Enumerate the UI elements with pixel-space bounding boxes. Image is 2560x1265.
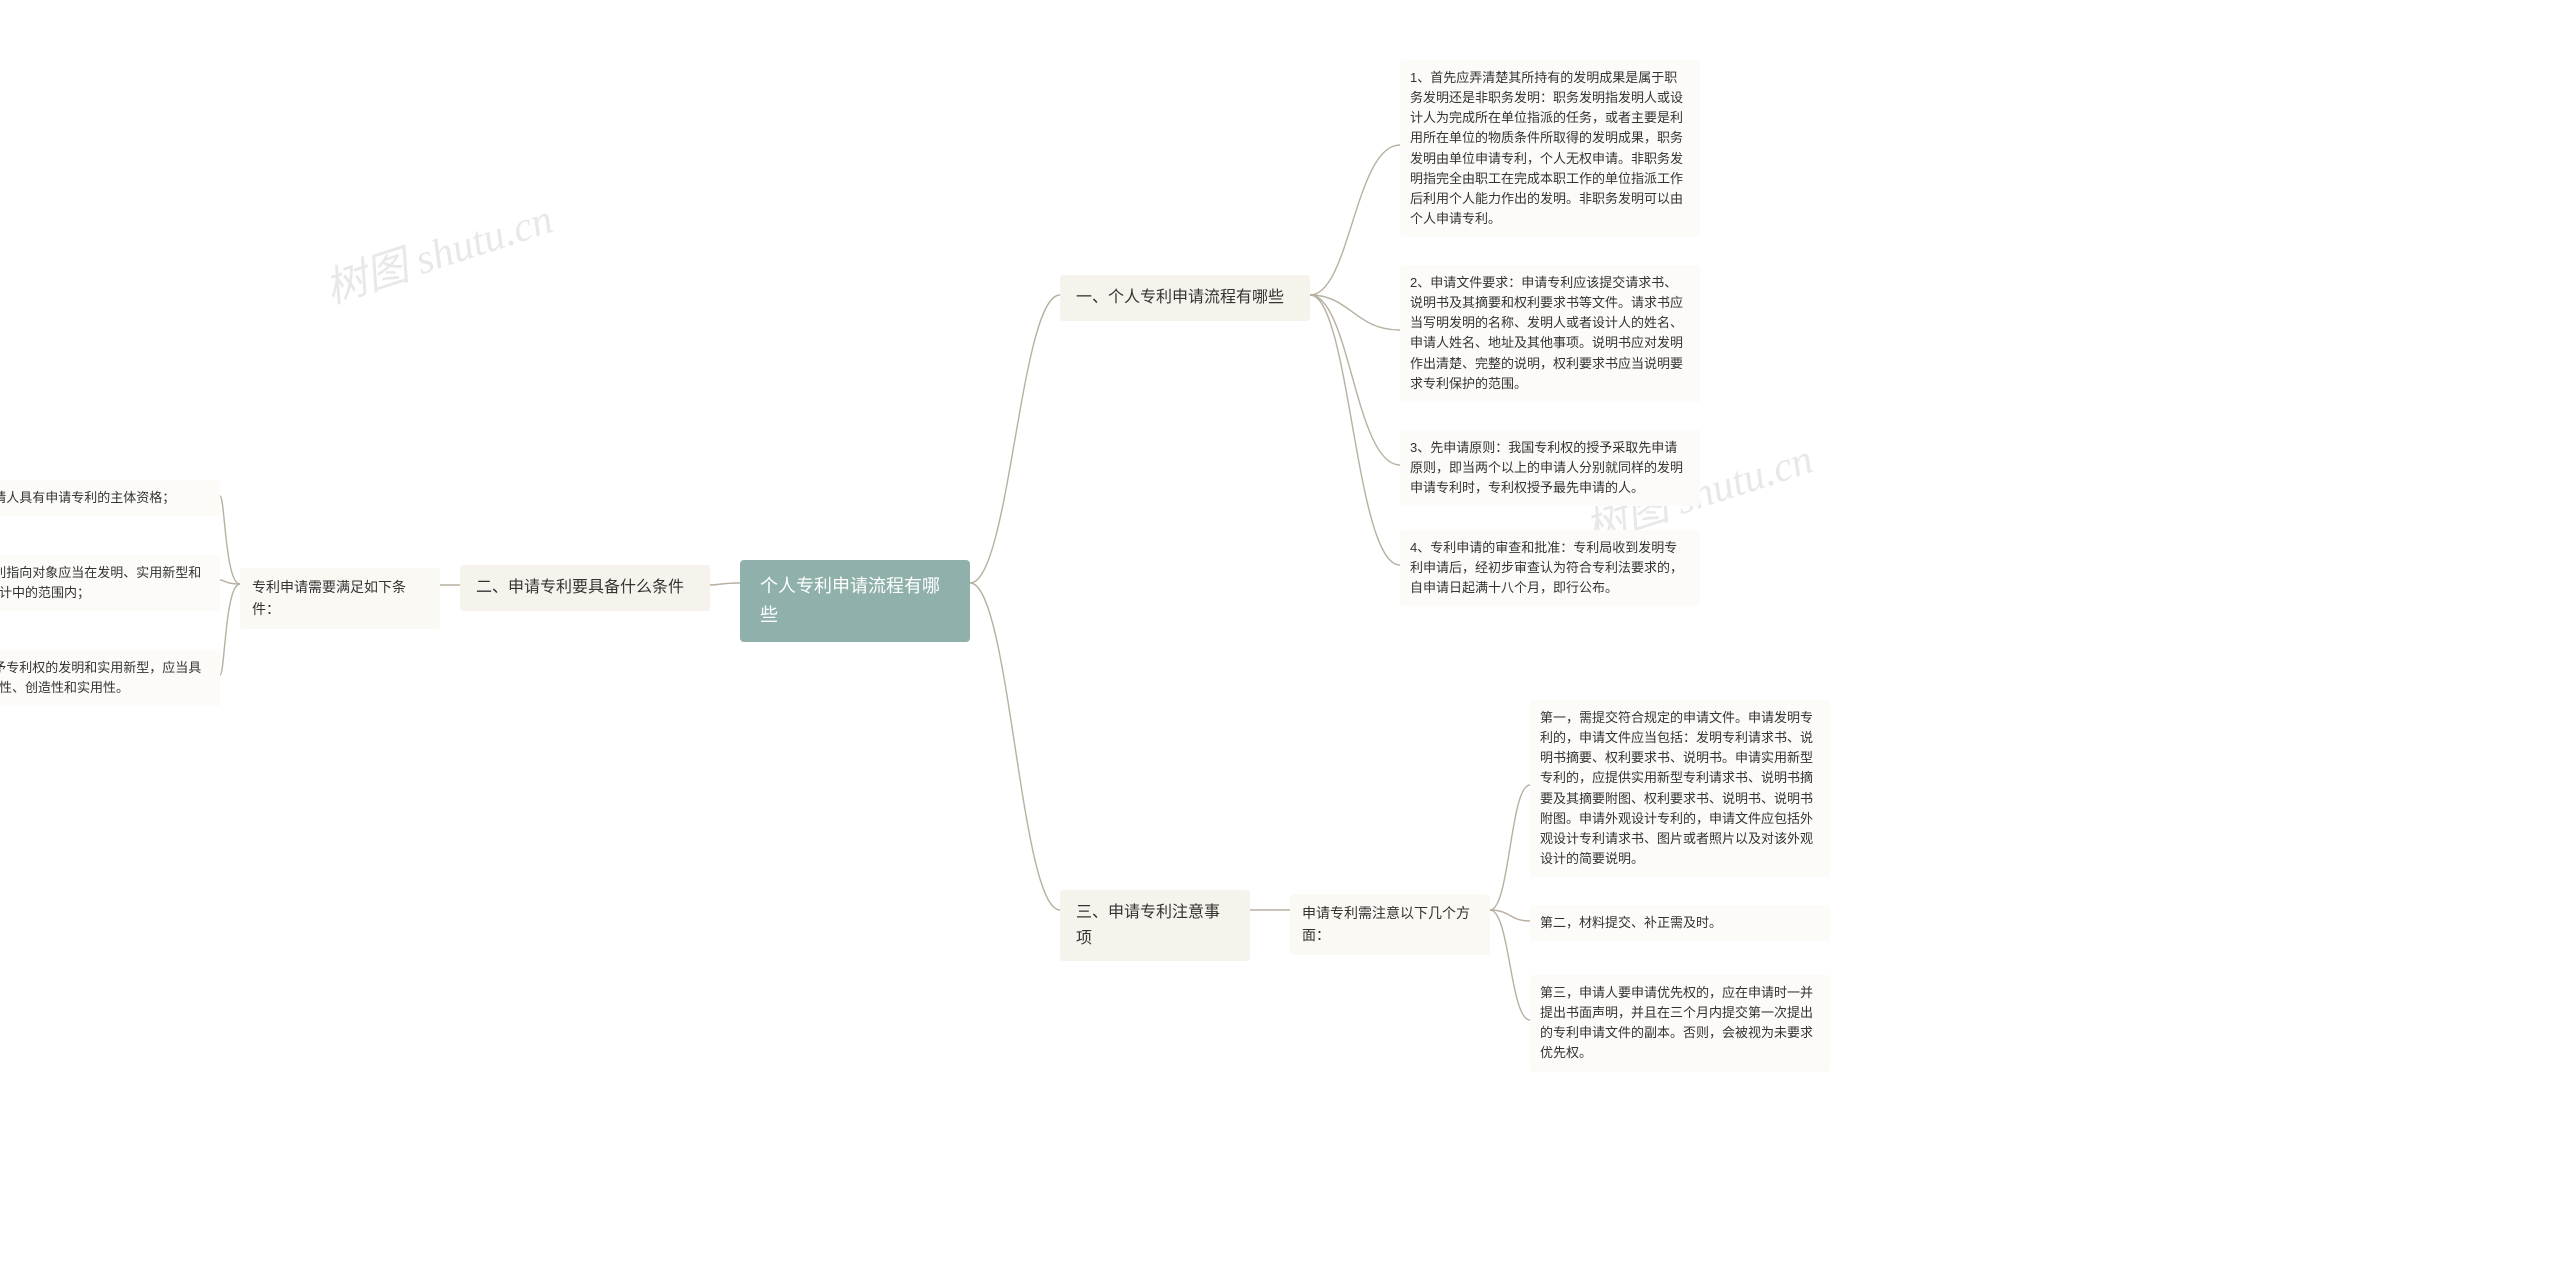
- branch1-leaf-1: 1、首先应弄清楚其所持有的发明成果是属于职务发明还是非职务发明：职务发明指发明人…: [1400, 60, 1700, 237]
- branch2-sub: 专利申请需要满足如下条件：: [240, 568, 440, 629]
- branch2-leaf-2: 2、专利指向对象应当在发明、实用新型和外观设计中的范围内；: [0, 555, 220, 611]
- branch1-leaf-3: 3、先申请原则：我国专利权的授予采取先申请原则，即当两个以上的申请人分别就同样的…: [1400, 430, 1700, 506]
- branch-1[interactable]: 一、个人专利申请流程有哪些: [1060, 275, 1310, 321]
- mindmap-canvas: 树图 shutu.cn 树图 shutu.cn 个人专利申请流程有哪些 一、个人…: [0, 0, 2560, 1265]
- branch-2[interactable]: 二、申请专利要具备什么条件: [460, 565, 710, 611]
- branch-3[interactable]: 三、申请专利注意事项: [1060, 890, 1250, 961]
- connectors: [0, 0, 2560, 1265]
- branch3-leaf-1: 第一，需提交符合规定的申请文件。申请发明专利的，申请文件应当包括：发明专利请求书…: [1530, 700, 1830, 877]
- branch3-sub: 申请专利需注意以下几个方面：: [1290, 894, 1490, 955]
- branch2-leaf-1: 1、申请人具有申请专利的主体资格；: [0, 480, 220, 516]
- branch3-leaf-3: 第三，申请人要申请优先权的，应在申请时一并提出书面声明，并且在三个月内提交第一次…: [1530, 975, 1830, 1072]
- branch1-leaf-4: 4、专利申请的审查和批准：专利局收到发明专利申请后，经初步审查认为符合专利法要求…: [1400, 530, 1700, 606]
- watermark-1: 树图 shutu.cn: [316, 185, 559, 316]
- branch3-leaf-2: 第二，材料提交、补正需及时。: [1530, 905, 1830, 941]
- branch2-leaf-3: 3、授予专利权的发明和实用新型，应当具备新颖性、创造性和实用性。: [0, 650, 220, 706]
- root-node[interactable]: 个人专利申请流程有哪些: [740, 560, 970, 642]
- branch1-leaf-2: 2、申请文件要求：申请专利应该提交请求书、说明书及其摘要和权利要求书等文件。请求…: [1400, 265, 1700, 402]
